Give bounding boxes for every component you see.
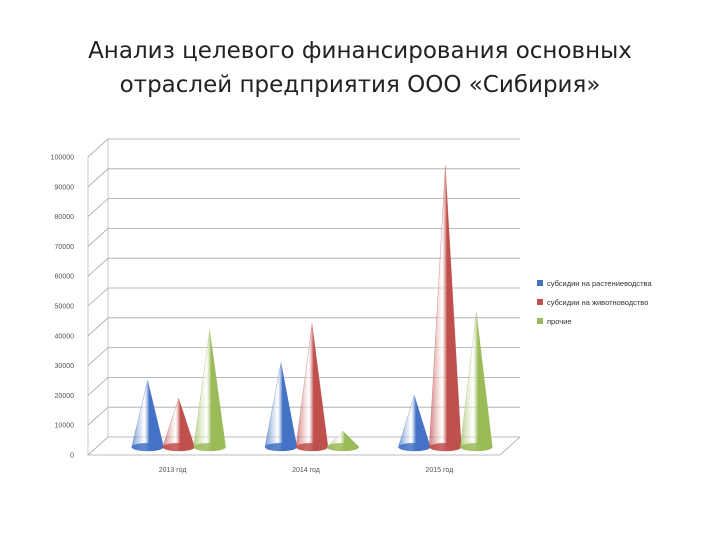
legend-label: субсидии на животноводство [547,298,648,307]
x-category-label: 2014 год [292,467,320,474]
y-tick-label: 10000 [55,423,75,430]
x-axis-categories: 2013 год 2014 год 2015 год [159,467,453,474]
cone-bar [326,430,360,452]
legend: субсидии на растениеводства субсидии на ж… [537,279,652,326]
grid-line [87,317,520,337]
y-tick-label: 0 [70,453,74,460]
grid-line [87,287,520,307]
x-category-label: 2013 год [159,467,187,474]
y-tick-label: 80000 [55,214,75,221]
y-tick-label: 30000 [55,363,75,370]
cone-bar [460,311,493,452]
y-tick-label: 50000 [55,304,75,311]
slide-title-line-1: Анализ целевого финансирования основных [88,38,632,64]
legend-entry: субсидии на животноводство [537,298,648,307]
grid-line [87,377,520,396]
cone-bar [162,397,195,452]
grid-line [87,228,520,247]
grid-lines [87,138,521,456]
grid-line [87,168,520,188]
cone-bar [193,329,226,452]
cone-bar [429,165,462,452]
y-tick-label: 60000 [55,274,75,281]
y-tick-label: 90000 [55,184,75,191]
legend-swatch [537,280,543,286]
y-axis-ticks: 0 10000 20000 30000 40000 50000 60000 70000 8000… [51,155,74,460]
y-tick-label: 70000 [55,244,75,251]
legend-entry: субсидии на растениеводства [537,279,652,288]
floor-edge [88,436,521,456]
grid-line [87,198,520,217]
cone-bar [131,380,164,452]
y-tick-label: 20000 [55,393,75,400]
x-category-label: 2015 год [425,467,453,474]
y-tick-label: 100000 [51,155,74,162]
legend-swatch [537,318,543,324]
legend-label: субсидии на растениеводства [547,279,652,288]
legend-label: прочие [547,317,572,326]
grid-line [87,406,520,426]
grid-line [87,436,520,456]
legend-swatch [537,299,543,305]
legend-entry: прочие [537,317,572,326]
grid-line [87,257,520,277]
y-tick-label: 40000 [55,333,75,340]
grid-line [87,138,520,158]
grid-line [87,347,520,366]
cone-bar [264,362,298,452]
cone-bar [398,394,431,452]
cone-bar [295,323,329,452]
slide-title-line-2: отраслей предприятия ООО «Сибирия» [119,72,601,98]
cone-series [131,165,493,452]
slide-title: Анализ целевого финансирования основных … [60,34,660,102]
